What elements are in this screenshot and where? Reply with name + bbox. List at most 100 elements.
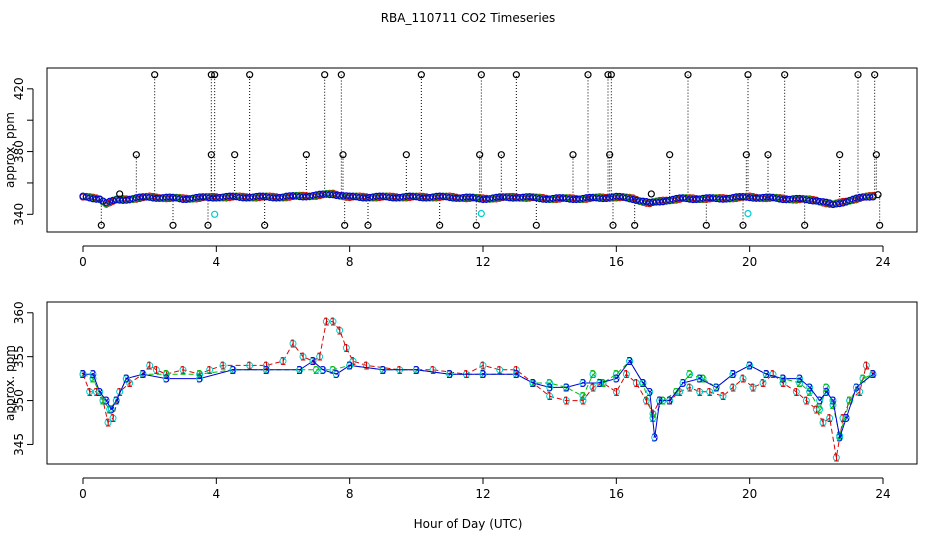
baseline-point-s3 xyxy=(622,194,630,202)
baseline-point-s3 xyxy=(719,195,727,203)
baseline-point-s3 xyxy=(436,192,444,200)
series-2-marker: 2 xyxy=(480,368,487,381)
series-1-circle xyxy=(109,414,117,422)
series-3-marker: 3 xyxy=(830,395,837,408)
baseline-point-s3 xyxy=(232,193,240,201)
baseline-point-s3 xyxy=(129,195,137,203)
series-1-marker: 1 xyxy=(153,364,160,377)
baseline-point-s3 xyxy=(269,194,277,202)
baseline-point-s3 xyxy=(306,192,314,200)
baseline-point-s3 xyxy=(702,194,710,202)
series-1-marker: 1 xyxy=(163,368,170,381)
baseline-point-s3 xyxy=(222,192,230,201)
baseline-point-s3 xyxy=(119,196,127,204)
baseline-point-s3 xyxy=(156,194,164,202)
series-1-marker: 1 xyxy=(863,359,870,372)
cyan-point xyxy=(477,209,485,218)
baseline-point-s3 xyxy=(792,194,800,203)
baseline-point-s3 xyxy=(809,197,817,205)
baseline-point-s3 xyxy=(356,193,364,202)
baseline-point-s3 xyxy=(376,192,384,200)
y-tick-label: 355 xyxy=(12,345,26,368)
baseline-point-s3 xyxy=(419,194,427,202)
baseline-point-s3 xyxy=(299,193,307,201)
x-tick-label: 12 xyxy=(475,487,490,501)
baseline-point-s3 xyxy=(619,193,627,201)
series-2-marker: 2 xyxy=(413,364,420,377)
series-3-marker: 3 xyxy=(651,431,658,444)
baseline-point-s3 xyxy=(406,192,414,200)
series-2-marker: 2 xyxy=(230,364,237,377)
series-3-circle xyxy=(796,375,804,383)
baseline-point-s3 xyxy=(762,193,770,201)
series-1-marker: 1 xyxy=(206,364,213,377)
baseline-point-s3 xyxy=(756,194,764,202)
series-3-marker: 3 xyxy=(580,377,587,390)
baseline-point-s3 xyxy=(829,200,837,208)
series-3-marker: 3 xyxy=(480,368,487,381)
baseline-point-s3 xyxy=(389,194,397,202)
baseline-point-s3 xyxy=(172,194,180,202)
series-1-marker: 1 xyxy=(496,364,503,377)
series-3-circle xyxy=(829,397,837,405)
baseline-point-s3 xyxy=(529,193,537,201)
baseline-point-s3 xyxy=(202,193,210,201)
baseline-point-s3 xyxy=(739,193,747,201)
series-3-marker: 3 xyxy=(746,359,753,372)
series-1-circle xyxy=(362,361,370,369)
series-3-circle xyxy=(816,397,824,405)
baseline-point-s3 xyxy=(186,195,194,203)
series-3-circle xyxy=(122,375,130,383)
baseline-point-s3 xyxy=(109,196,117,204)
spike-mid-marker xyxy=(132,151,140,159)
spike-top-marker xyxy=(207,71,215,79)
series-3-circle xyxy=(529,379,537,387)
baseline-point-s3 xyxy=(386,193,394,202)
series-1-marker: 1 xyxy=(643,395,650,408)
series-2-marker: 2 xyxy=(686,368,693,381)
series-3-marker: 3 xyxy=(806,381,813,394)
baseline-point-s3 xyxy=(256,192,264,200)
baseline-point-s3 xyxy=(606,194,614,202)
spike-top-marker xyxy=(584,71,592,79)
series-1-marker: 1 xyxy=(126,377,133,390)
baseline-point-s3 xyxy=(446,193,454,202)
series-2-marker: 2 xyxy=(546,377,553,390)
series-3-circle xyxy=(332,370,340,378)
baseline-point-s3 xyxy=(846,196,854,205)
series-1-marker: 1 xyxy=(580,395,587,408)
series-1-circle xyxy=(696,388,704,396)
series-3-circle xyxy=(229,366,237,374)
series-1-marker: 1 xyxy=(363,359,370,372)
series-2-marker: 2 xyxy=(830,399,837,412)
y-axis-label: approx. ppm xyxy=(3,345,17,421)
spike-top-marker xyxy=(477,71,485,79)
spike-mid-marker xyxy=(764,151,772,159)
baseline-point-s3 xyxy=(382,193,390,201)
series-3-marker: 3 xyxy=(310,355,317,368)
baseline-point-s3 xyxy=(442,193,450,201)
series-2-marker: 2 xyxy=(90,373,97,386)
series-2-circle xyxy=(672,388,680,396)
series-3-circle xyxy=(309,357,317,365)
baseline-point-s3 xyxy=(782,196,790,204)
series-2-circle xyxy=(579,392,587,400)
baseline-point-s3 xyxy=(626,195,634,203)
series-1-marker: 1 xyxy=(686,381,693,394)
baseline-point-s3 xyxy=(169,193,177,201)
baseline-point-s3 xyxy=(712,194,720,203)
baseline-point-s3 xyxy=(562,194,570,203)
baseline-point-s3 xyxy=(556,194,564,202)
spike-low-marker xyxy=(631,221,639,229)
series-3-marker: 3 xyxy=(870,368,877,381)
baseline-point-s3 xyxy=(149,194,157,202)
series-3-marker: 3 xyxy=(320,364,327,377)
baseline-point-s3 xyxy=(646,198,654,206)
baseline-point-s3 xyxy=(509,194,517,202)
spike-top-marker xyxy=(871,71,879,79)
baseline-point-s3 xyxy=(132,194,140,202)
baseline-point-s3 xyxy=(439,192,447,200)
baseline-point-s3 xyxy=(686,195,694,203)
baseline-point-s3 xyxy=(672,194,680,203)
series-3-marker: 3 xyxy=(546,381,553,394)
